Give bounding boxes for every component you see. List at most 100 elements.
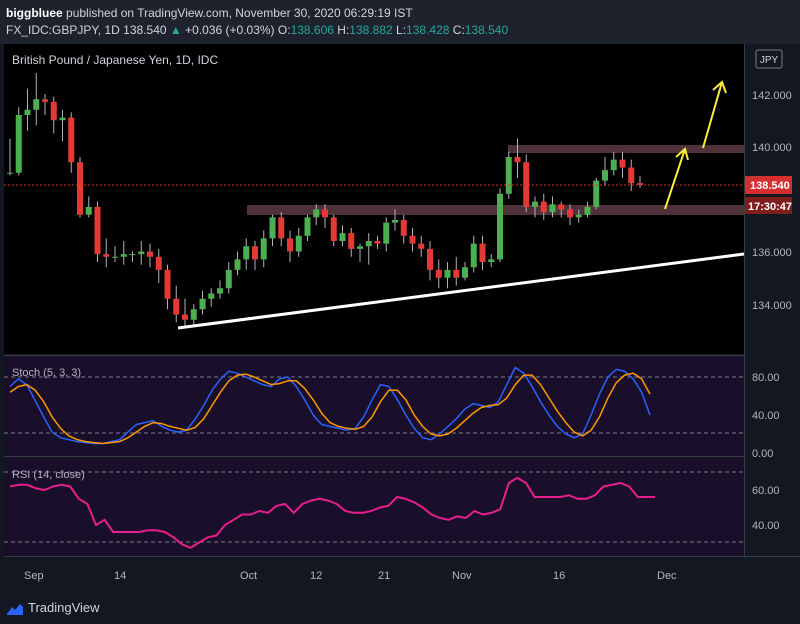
candle-up	[208, 293, 215, 299]
candle-down	[50, 101, 57, 121]
candle-down	[164, 269, 171, 299]
candle-up	[339, 233, 346, 241]
close-value: 138.540	[464, 23, 509, 37]
candle-down	[523, 162, 530, 207]
candle-up	[24, 109, 31, 115]
candle-up	[549, 204, 556, 213]
candle-down	[628, 167, 635, 184]
rsi-title: RSI (14, close)	[12, 469, 85, 481]
open-label: O:	[277, 23, 291, 37]
projection-arrow-2	[702, 81, 723, 149]
candle-up	[610, 159, 617, 171]
high-label: H:	[337, 23, 350, 37]
footer: TradingView	[0, 594, 800, 624]
candle-up	[532, 201, 538, 207]
chart-svg[interactable]: British Pound / Japanese Yen, 1D, IDC JP…	[0, 44, 800, 594]
candle-up	[7, 172, 13, 174]
candle-down	[637, 183, 643, 185]
candle-down	[400, 220, 407, 236]
candle-up	[462, 267, 468, 278]
candle-up	[313, 209, 320, 218]
countdown-text: 17:30:47	[748, 201, 792, 213]
x-tick: 12	[310, 570, 322, 582]
candle-down	[182, 314, 188, 320]
rsi-tick: 60.00	[752, 485, 780, 497]
rsi-line	[9, 476, 655, 549]
candle-up	[470, 243, 477, 268]
price-change: +0.036 (+0.03%)	[185, 23, 275, 37]
stoch-d-line	[9, 372, 651, 445]
currency-button[interactable]	[755, 49, 783, 69]
candle-up	[217, 288, 223, 294]
candle-up	[365, 241, 372, 247]
candle-down	[540, 201, 547, 213]
candle-up	[593, 180, 600, 207]
candle-down	[103, 254, 110, 257]
up-arrow-icon: ▲	[169, 23, 182, 37]
close-label: C:	[452, 23, 465, 37]
candle-up	[129, 254, 136, 256]
publish-info: biggbluee published on TradingView.com, …	[6, 6, 413, 20]
candle-up	[112, 256, 118, 258]
stoch-k-line	[9, 366, 651, 445]
stoch-tick: 40.00	[752, 410, 780, 422]
low-label: L:	[396, 23, 407, 37]
chart-header: biggbluee published on TradingView.com, …	[0, 0, 800, 44]
candle-up	[15, 115, 22, 173]
candle-up	[383, 222, 390, 244]
candle-down	[374, 241, 381, 244]
candle-up	[505, 157, 512, 194]
candle-up	[602, 170, 608, 181]
tradingview-logo-icon[interactable]	[6, 602, 24, 616]
price-pane[interactable]	[4, 44, 744, 354]
ascending-trendline	[177, 252, 745, 330]
candle-down	[514, 157, 521, 163]
candle-down	[330, 217, 337, 241]
candle-up	[85, 206, 92, 215]
candle-up	[295, 235, 302, 252]
candle-down	[252, 246, 258, 260]
last-price: 138.540	[123, 23, 167, 37]
support-zone	[247, 205, 744, 215]
footer-brand[interactable]: TradingView	[28, 600, 100, 615]
candle-down	[322, 209, 328, 218]
low-value: 138.428	[406, 23, 450, 37]
candle-down	[348, 233, 355, 249]
candle-down	[278, 217, 285, 239]
candle-up	[269, 217, 276, 239]
candle-down	[427, 248, 433, 270]
stoch-tick: 80.00	[752, 372, 780, 384]
candle-up	[190, 309, 197, 320]
candle-up	[225, 269, 232, 289]
last-price-tag-text: 138.540	[750, 180, 790, 192]
candle-up	[357, 246, 363, 249]
author-name[interactable]: biggbluee	[6, 6, 63, 20]
candle-down	[68, 117, 75, 163]
currency-label: JPY	[760, 55, 779, 66]
x-tick: 16	[553, 570, 565, 582]
high-value: 138.882	[349, 23, 393, 37]
x-tick: Sep	[24, 570, 44, 582]
candle-up	[33, 99, 40, 110]
stoch-layer	[9, 366, 651, 445]
x-tick: Nov	[452, 570, 472, 582]
candles-layer	[7, 73, 643, 328]
open-value: 138.606	[290, 23, 334, 37]
price-tick: 136.000	[752, 247, 792, 259]
rsi-pane[interactable]	[4, 458, 744, 556]
candle-down	[558, 204, 565, 210]
candle-down	[94, 206, 101, 255]
price-pane-title: British Pound / Japanese Yen, 1D, IDC	[12, 53, 218, 67]
resistance-zone	[508, 145, 744, 153]
candle-down	[147, 251, 153, 257]
candle-up	[120, 254, 127, 257]
candle-down	[453, 269, 460, 278]
published-text: published on TradingView.com, November 3…	[66, 6, 413, 20]
symbol-label: FX_IDC:GBPJPY, 1D	[6, 23, 120, 37]
candle-up	[260, 238, 267, 260]
x-tick: Oct	[240, 570, 257, 582]
symbol-info: FX_IDC:GBPJPY, 1D 138.540 ▲ +0.036 (+0.0…	[6, 23, 508, 37]
rsi-tick: 40.00	[752, 520, 780, 532]
rsi-layer	[9, 476, 655, 549]
last-price-tag	[745, 176, 792, 194]
